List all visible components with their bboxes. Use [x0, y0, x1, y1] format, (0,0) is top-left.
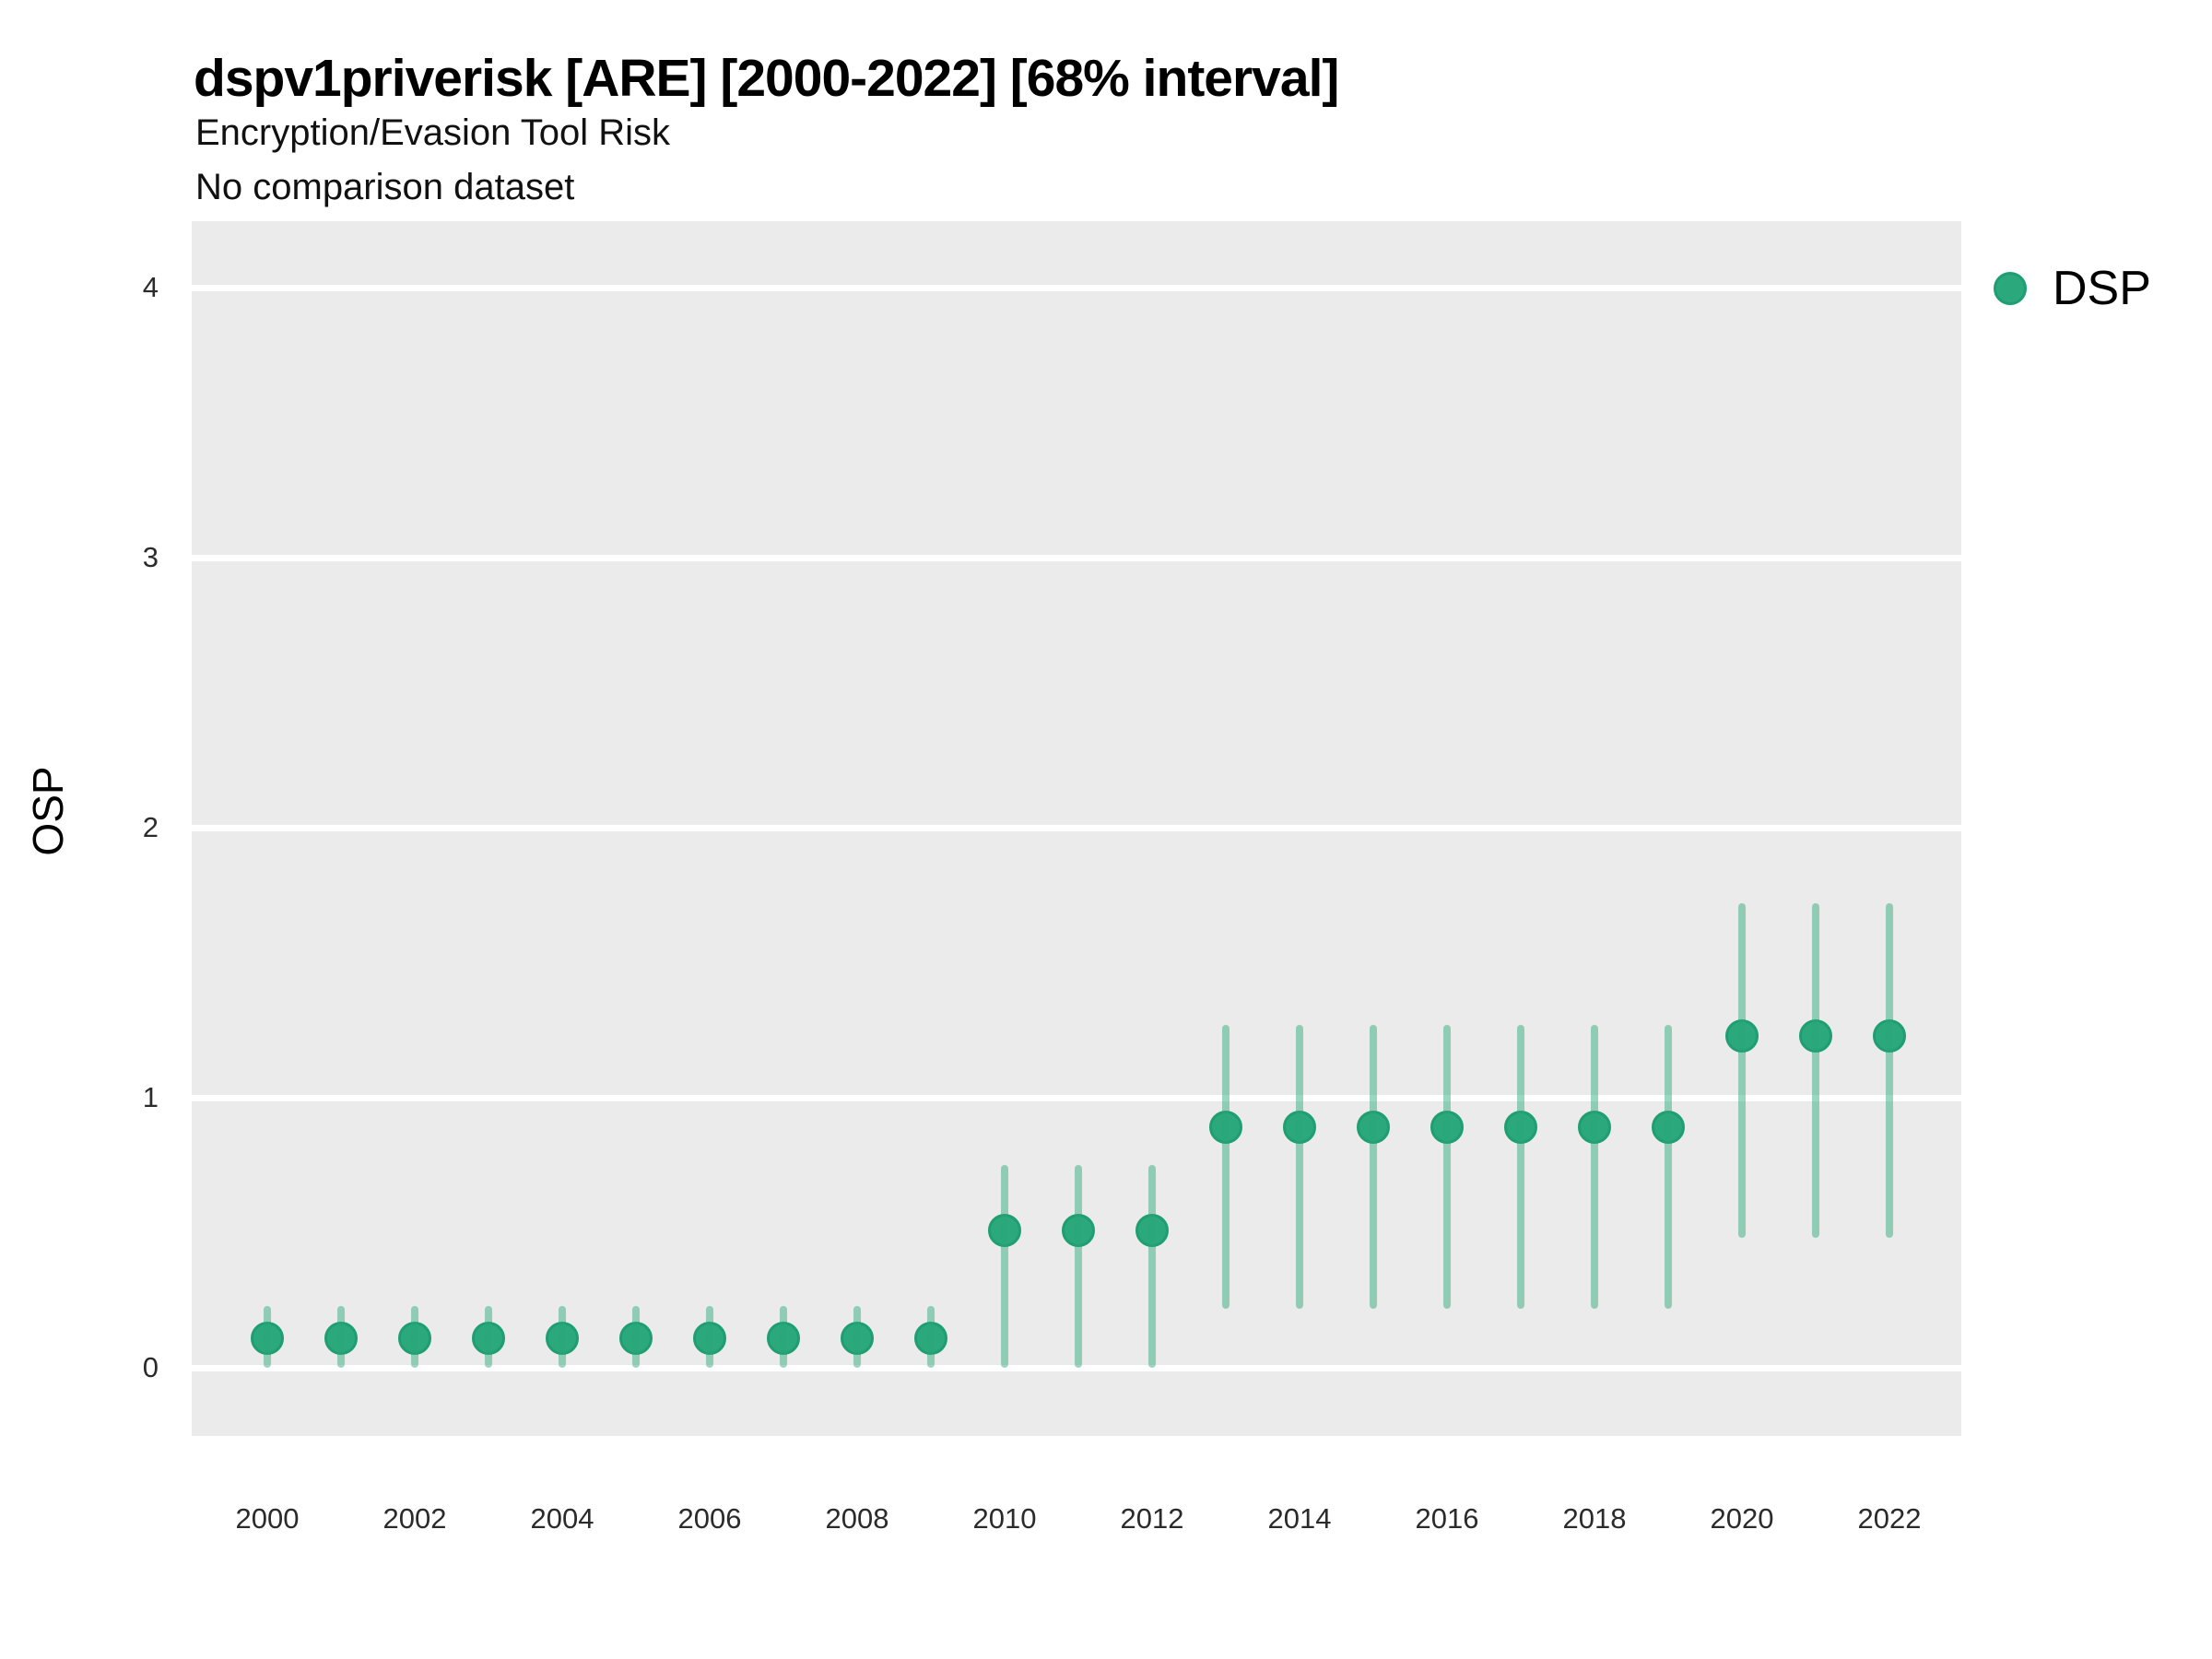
data-point-2021: [1799, 1018, 1832, 1053]
x-tick-label-2010: 2010: [972, 1502, 1037, 1535]
error-bar-2006: [706, 1305, 713, 1368]
data-point-2022: [1873, 1018, 1906, 1053]
error-bar-2000: [264, 1305, 271, 1368]
data-point-2000: [251, 1321, 284, 1355]
error-bar-2021: [1812, 903, 1819, 1239]
data-point-2014: [1283, 1111, 1316, 1145]
x-tick-label-2022: 2022: [1857, 1502, 1922, 1535]
x-tick-label-2002: 2002: [382, 1502, 447, 1535]
error-bar-2008: [853, 1305, 861, 1368]
y-gridline-1: [192, 1094, 1961, 1101]
error-bar-2011: [1075, 1165, 1082, 1368]
data-point-2005: [619, 1321, 653, 1355]
error-bar-2013: [1222, 1024, 1230, 1309]
data-point-2008: [841, 1321, 874, 1355]
error-bar-2004: [559, 1305, 566, 1368]
data-point-2006: [693, 1321, 726, 1355]
data-point-2011: [1062, 1213, 1095, 1247]
error-bar-2002: [411, 1305, 418, 1368]
x-tick-label-2012: 2012: [1120, 1502, 1184, 1535]
x-tick-label-2014: 2014: [1267, 1502, 1332, 1535]
data-point-2004: [546, 1321, 579, 1355]
plot-panel: [192, 221, 1961, 1436]
data-point-2003: [472, 1321, 505, 1355]
error-bar-2009: [927, 1305, 935, 1368]
x-tick-label-2006: 2006: [677, 1502, 742, 1535]
data-point-2019: [1652, 1111, 1685, 1145]
y-tick-label-4: 4: [142, 271, 159, 303]
y-tick-label-1: 1: [142, 1081, 159, 1113]
data-point-2016: [1430, 1111, 1464, 1145]
error-bar-2022: [1886, 903, 1893, 1239]
data-point-2009: [914, 1321, 947, 1355]
chart-subtitle: Encryption/Evasion Tool Risk: [195, 112, 671, 153]
data-point-2018: [1578, 1111, 1611, 1145]
y-gridline-2: [192, 824, 1961, 831]
legend-marker-icon: [1994, 272, 2027, 305]
data-point-2001: [324, 1321, 358, 1355]
y-gridline-0: [192, 1364, 1961, 1371]
x-tick-label-2020: 2020: [1710, 1502, 1774, 1535]
data-point-2013: [1209, 1111, 1242, 1145]
error-bar-2018: [1591, 1024, 1598, 1309]
legend-label: DSP: [2053, 262, 2151, 315]
data-point-2020: [1725, 1018, 1759, 1053]
data-point-2010: [988, 1213, 1021, 1247]
chart-note: No comparison dataset: [195, 167, 575, 207]
legend: DSP: [1994, 261, 2206, 316]
error-bar-2019: [1665, 1024, 1672, 1309]
y-tick-label-2: 2: [142, 811, 159, 843]
error-bar-2015: [1370, 1024, 1377, 1309]
x-tick-label-2018: 2018: [1562, 1502, 1627, 1535]
error-bar-2014: [1296, 1024, 1303, 1309]
error-bar-2001: [337, 1305, 345, 1368]
chart-title: dspv1priverisk [ARE] [2000-2022] [68% in…: [194, 49, 1339, 108]
x-tick-label-2000: 2000: [235, 1502, 300, 1535]
error-bar-2005: [632, 1305, 640, 1368]
x-tick-label-2016: 2016: [1415, 1502, 1479, 1535]
error-bar-2012: [1148, 1165, 1156, 1368]
y-gridline-3: [192, 554, 1961, 561]
x-tick-label-2008: 2008: [825, 1502, 889, 1535]
error-bar-2016: [1443, 1024, 1451, 1309]
error-bar-2017: [1517, 1024, 1524, 1309]
y-tick-label-3: 3: [142, 541, 159, 573]
data-point-2012: [1135, 1213, 1169, 1247]
error-bar-2020: [1738, 903, 1746, 1239]
data-point-2007: [767, 1321, 800, 1355]
data-point-2017: [1504, 1111, 1537, 1145]
data-point-2015: [1357, 1111, 1390, 1145]
y-tick-label-0: 0: [142, 1351, 159, 1383]
x-tick-label-2004: 2004: [530, 1502, 594, 1535]
data-point-2002: [398, 1321, 431, 1355]
error-bar-2003: [485, 1305, 492, 1368]
error-bar-2010: [1001, 1165, 1008, 1368]
error-bar-2007: [780, 1305, 787, 1368]
y-gridline-4: [192, 284, 1961, 291]
